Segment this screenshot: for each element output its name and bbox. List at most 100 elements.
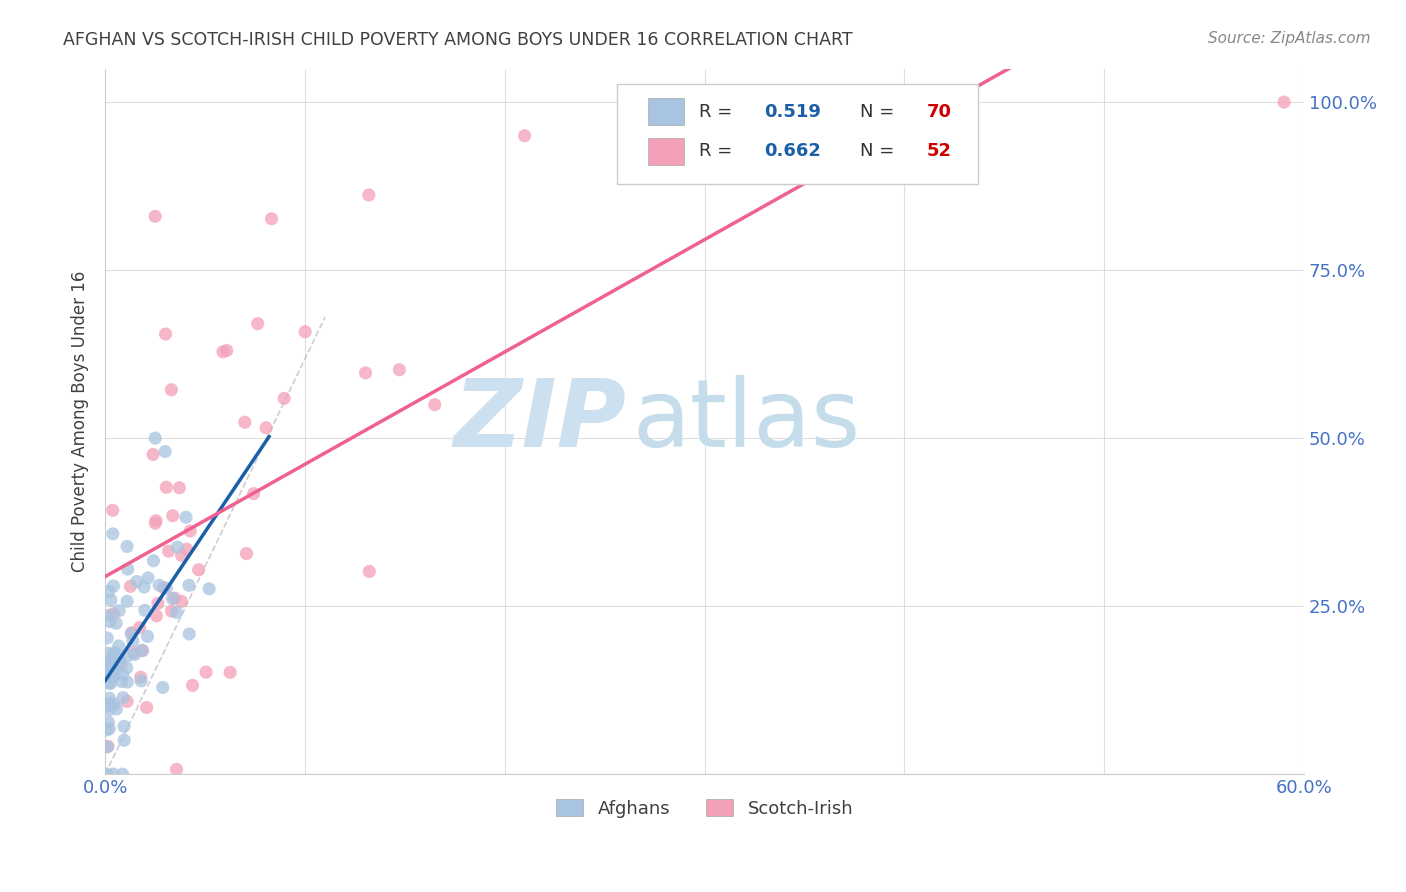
- Point: [124, 648, 146, 662]
- Text: 0.662: 0.662: [765, 142, 821, 161]
- Legend: Afghans, Scotch-Irish: Afghans, Scotch-Irish: [548, 792, 860, 825]
- Point: [155, 480, 177, 494]
- Point: [142, 447, 165, 461]
- Text: 0.519: 0.519: [765, 103, 821, 120]
- Point: [103, 666, 125, 681]
- Point: [132, 580, 155, 594]
- Point: [97, 715, 120, 730]
- Point: [162, 508, 184, 523]
- Point: [235, 547, 257, 561]
- Point: [98, 676, 121, 690]
- Point: [108, 604, 131, 618]
- FancyBboxPatch shape: [617, 84, 979, 184]
- Point: [128, 621, 150, 635]
- Point: [157, 544, 180, 558]
- Point: [155, 326, 177, 341]
- Point: [101, 526, 124, 541]
- Point: [294, 325, 316, 339]
- Point: [101, 503, 124, 517]
- Point: [357, 188, 380, 202]
- Point: [136, 629, 159, 643]
- Text: R =: R =: [699, 142, 738, 161]
- Point: [145, 608, 167, 623]
- Point: [166, 540, 188, 554]
- Point: [129, 673, 152, 688]
- Point: [148, 578, 170, 592]
- Point: [179, 524, 201, 538]
- Point: [219, 665, 242, 680]
- Point: [105, 702, 128, 716]
- Text: AFGHAN VS SCOTCH-IRISH CHILD POVERTY AMONG BOYS UNDER 16 CORRELATION CHART: AFGHAN VS SCOTCH-IRISH CHILD POVERTY AMO…: [63, 31, 853, 49]
- Text: N =: N =: [860, 103, 900, 120]
- Point: [97, 584, 120, 599]
- Point: [107, 639, 129, 653]
- Point: [98, 615, 121, 629]
- Point: [97, 608, 120, 623]
- Point: [97, 739, 120, 754]
- Point: [177, 578, 200, 592]
- Point: [104, 647, 127, 661]
- Point: [117, 648, 139, 663]
- Point: [195, 665, 218, 679]
- Point: [388, 362, 411, 376]
- Point: [112, 733, 135, 747]
- Point: [260, 211, 283, 226]
- Point: [115, 540, 138, 554]
- Point: [246, 317, 269, 331]
- Point: [121, 625, 143, 640]
- Point: [131, 643, 153, 657]
- Y-axis label: Child Poverty Among Boys Under 16: Child Poverty Among Boys Under 16: [72, 270, 89, 572]
- Point: [96, 631, 118, 645]
- Point: [101, 670, 124, 684]
- Point: [112, 719, 135, 733]
- Point: [103, 579, 125, 593]
- Point: [98, 702, 121, 716]
- Point: [98, 697, 121, 711]
- Point: [166, 763, 188, 777]
- Point: [136, 571, 159, 585]
- Point: [152, 581, 174, 595]
- Point: [233, 415, 256, 429]
- Text: atlas: atlas: [633, 376, 860, 467]
- Point: [166, 606, 188, 620]
- Point: [100, 593, 122, 607]
- Text: Source: ZipAtlas.com: Source: ZipAtlas.com: [1208, 31, 1371, 46]
- Point: [117, 675, 139, 690]
- Point: [111, 667, 134, 681]
- Point: [131, 643, 153, 657]
- Point: [103, 607, 125, 621]
- Point: [215, 343, 238, 358]
- Point: [110, 657, 132, 672]
- Point: [115, 694, 138, 708]
- Point: [135, 700, 157, 714]
- Point: [108, 653, 131, 667]
- Point: [423, 398, 446, 412]
- Point: [129, 670, 152, 684]
- Point: [121, 633, 143, 648]
- Point: [105, 616, 128, 631]
- Point: [153, 444, 176, 458]
- Point: [179, 627, 201, 641]
- Point: [160, 604, 183, 618]
- Point: [96, 656, 118, 670]
- Point: [152, 681, 174, 695]
- Point: [100, 666, 122, 681]
- Point: [174, 510, 197, 524]
- Point: [120, 626, 142, 640]
- Point: [117, 562, 139, 576]
- Point: [354, 366, 377, 380]
- Point: [115, 594, 138, 608]
- Point: [112, 690, 135, 705]
- Point: [142, 554, 165, 568]
- Point: [145, 514, 167, 528]
- Point: [96, 661, 118, 675]
- Point: [122, 645, 145, 659]
- Point: [163, 591, 186, 606]
- Point: [187, 563, 209, 577]
- Point: [100, 676, 122, 690]
- Point: [103, 697, 125, 711]
- Point: [160, 383, 183, 397]
- Point: [242, 486, 264, 500]
- Point: [155, 581, 177, 595]
- Point: [143, 516, 166, 531]
